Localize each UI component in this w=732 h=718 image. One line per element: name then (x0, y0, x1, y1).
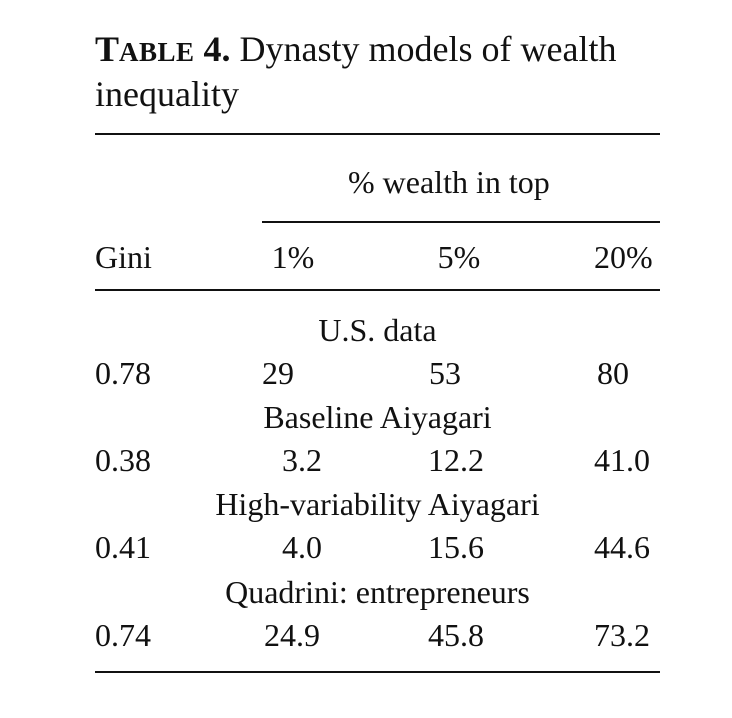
top20-value: 44.6 (594, 529, 650, 565)
gini-value: 0.38 (95, 442, 151, 478)
top20-value: 80 (597, 355, 629, 391)
bottom-rule (95, 671, 660, 673)
column-header-top20: 20% (594, 239, 653, 275)
top1-value: 24.9 (264, 617, 320, 653)
gini-value: 0.74 (95, 617, 151, 653)
top5-value: 12.2 (428, 442, 484, 478)
group-title: High-variability Aiyagari (215, 486, 540, 522)
top5-value: 45.8 (428, 617, 484, 653)
table-caption: TABLE 4. Dynasty models of wealth inequa… (95, 28, 665, 115)
group-title: Baseline Aiyagari (263, 399, 492, 435)
top20-value: 41.0 (594, 442, 650, 478)
top20-value: 73.2 (594, 617, 650, 653)
top5-value: 53 (429, 355, 461, 391)
column-header-gini: Gini (95, 239, 152, 275)
top1-value: 29 (262, 355, 294, 391)
top5-value: 15.6 (428, 529, 484, 565)
column-header-top1: 1% (271, 239, 315, 275)
table-label: TABLE 4. (95, 29, 231, 69)
top1-value: 4.0 (282, 529, 322, 565)
column-header-top5: 5% (437, 239, 481, 275)
group-title: U.S. data (318, 312, 437, 348)
group-title: Quadrini: entrepreneurs (225, 574, 530, 610)
top-rule (95, 133, 660, 135)
table-title: Dynasty models of wealth inequality (95, 29, 617, 114)
spanner-rule (262, 221, 660, 223)
gini-value: 0.41 (95, 529, 151, 565)
header-rule (95, 289, 660, 291)
top1-value: 3.2 (282, 442, 322, 478)
spanner-header: % wealth in top (348, 164, 550, 200)
gini-value: 0.78 (95, 355, 151, 391)
